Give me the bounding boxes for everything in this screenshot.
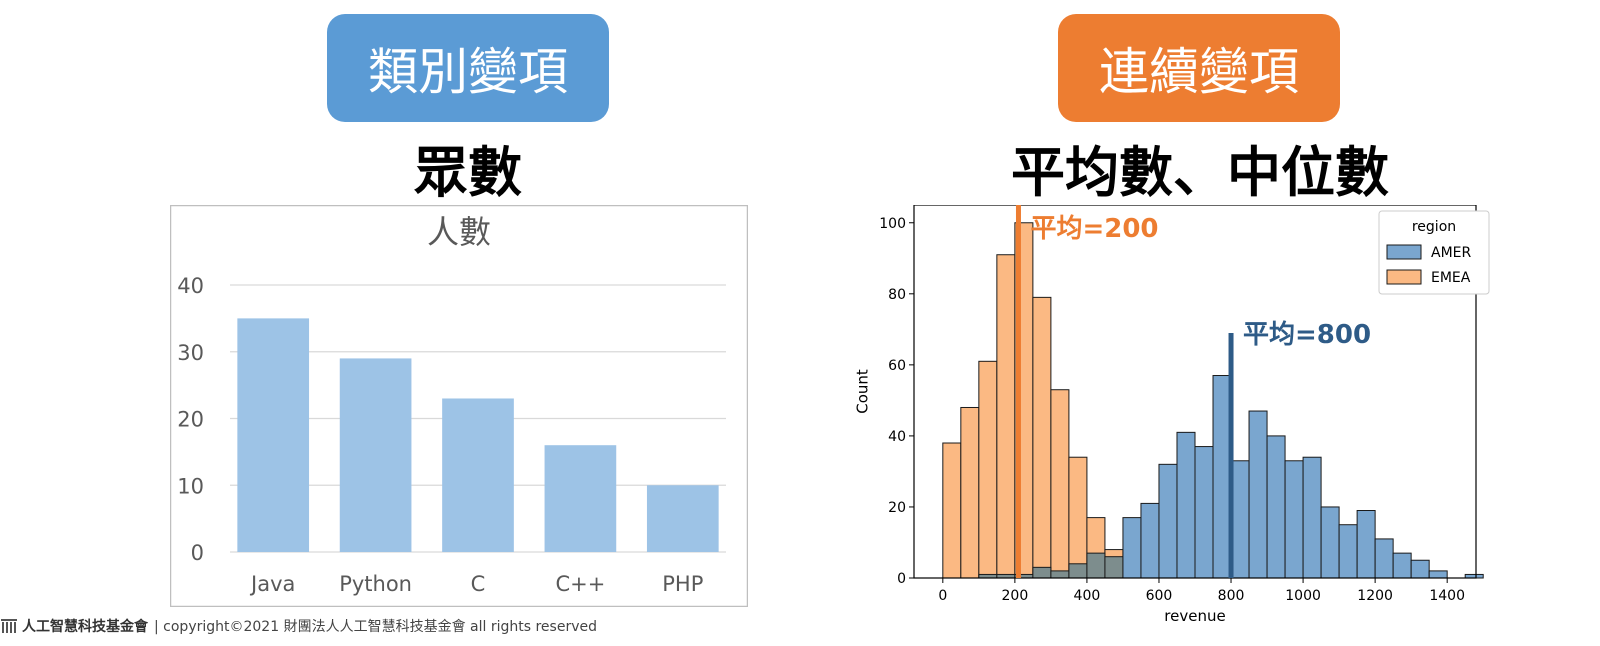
amer-bar <box>1230 460 1250 579</box>
hist-x-axis-label: revenue <box>1164 607 1225 625</box>
mean-median-heading: 平均數、中位數 <box>1011 141 1389 204</box>
amer-bar <box>1122 517 1142 579</box>
hist-y-tick-label: 100 <box>879 216 906 232</box>
hist-y-tick-label: 0 <box>897 571 906 587</box>
emea-bar <box>942 442 962 579</box>
overlap-bar <box>1050 570 1070 579</box>
amer-bar <box>1374 538 1394 579</box>
amer-bar <box>1176 431 1196 579</box>
bar-chart: 人數 0 10 20 30 40 Java Python C C++ PHP <box>170 205 748 607</box>
bar-y-tick-label: 40 <box>177 274 204 298</box>
legend-label-amer: AMER <box>1431 245 1472 261</box>
hist-x-tick-label: 0 <box>938 588 947 604</box>
hist-y-tick-label: 80 <box>888 287 906 303</box>
amer-mean-label: 平均=800 <box>1243 320 1371 350</box>
bar <box>339 358 412 552</box>
bar-x-tick-label: Python <box>339 572 412 596</box>
amer-bar <box>1158 463 1178 579</box>
hist-y-tick-label: 20 <box>888 500 906 516</box>
legend-label-emea: EMEA <box>1431 270 1471 286</box>
legend-title: region <box>1412 219 1456 235</box>
hist-x-tick-label: 1000 <box>1285 588 1321 604</box>
amer-bar <box>1338 524 1358 579</box>
hist-x-tick-label: 1400 <box>1429 588 1465 604</box>
bar-x-tick-label: C <box>471 572 486 596</box>
hist-y-axis-label: Count <box>855 369 872 414</box>
hist-y-tick-label: 40 <box>888 429 906 445</box>
bar-x-tick-label: PHP <box>662 572 703 596</box>
footer: 人工智慧科技基金會 | copyright©2021 財團法人人工智慧科技基金會… <box>0 616 597 636</box>
bar <box>544 445 617 552</box>
amer-bar <box>1194 446 1214 579</box>
foundation-logo-icon <box>1 619 17 633</box>
amer-bar <box>1248 410 1268 579</box>
amer-bar <box>1302 456 1322 579</box>
hist-x-tick-label: 800 <box>1218 588 1245 604</box>
hist-y-tick-label: 60 <box>888 358 906 374</box>
footer-org-name: 人工智慧科技基金會 <box>22 619 148 635</box>
amer-bar <box>1428 570 1448 579</box>
emea-bar <box>996 254 1016 579</box>
bar-y-tick-label: 30 <box>177 341 204 365</box>
amer-bar <box>1356 510 1376 579</box>
amer-bar <box>1266 435 1286 579</box>
hist-x-tick-label: 400 <box>1074 588 1101 604</box>
bar-y-tick-label: 0 <box>191 541 204 565</box>
amer-bar <box>1320 506 1340 579</box>
amer-bar <box>1140 502 1160 579</box>
legend-swatch-emea <box>1386 269 1422 285</box>
emea-bar <box>1032 296 1052 579</box>
amer-bar <box>1212 375 1232 579</box>
overlap-bar <box>1032 566 1052 579</box>
overlap-bar <box>1068 563 1088 579</box>
bar-y-tick-label: 20 <box>177 408 204 432</box>
footer-copyright: | copyright©2021 財團法人人工智慧科技基金會 all right… <box>154 619 597 635</box>
bar-chart-title: 人數 <box>427 213 491 251</box>
emea-mean-label: 平均=200 <box>1030 214 1158 244</box>
legend-swatch-amer <box>1386 244 1422 260</box>
bar <box>646 485 719 552</box>
bar <box>237 318 310 552</box>
amer-bar <box>1284 460 1304 579</box>
emea-bar <box>1050 389 1070 579</box>
emea-bar <box>1068 456 1088 579</box>
overlap-bar <box>1086 552 1106 579</box>
categorical-variable-tag: 類別變項 <box>327 14 609 122</box>
emea-bar <box>960 406 980 579</box>
histogram-axes-frame <box>913 205 1477 579</box>
hist-legend: region AMER EMEA <box>1378 210 1490 295</box>
mode-heading: 眾數 <box>414 141 522 204</box>
amer-bar <box>1410 559 1430 579</box>
hist-x-tick-label: 1200 <box>1357 588 1393 604</box>
hist-x-tick-label: 200 <box>1002 588 1029 604</box>
bar-y-tick-label: 10 <box>177 474 204 498</box>
emea-bar <box>978 360 998 579</box>
bar-x-tick-label: Java <box>249 572 295 596</box>
hist-x-tick-label: 600 <box>1146 588 1173 604</box>
continuous-variable-tag: 連續變項 <box>1058 14 1340 122</box>
bar-x-tick-label: C++ <box>555 572 605 596</box>
overlap-bar <box>1104 556 1124 579</box>
amer-bar <box>1392 552 1412 579</box>
bar <box>442 398 514 552</box>
